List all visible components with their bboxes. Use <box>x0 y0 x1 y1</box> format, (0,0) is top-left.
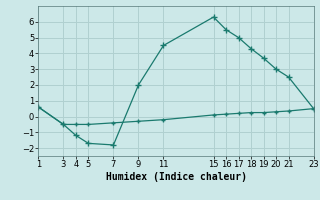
X-axis label: Humidex (Indice chaleur): Humidex (Indice chaleur) <box>106 172 246 182</box>
